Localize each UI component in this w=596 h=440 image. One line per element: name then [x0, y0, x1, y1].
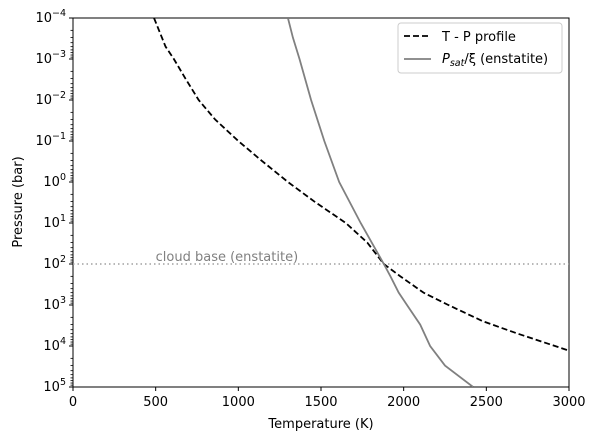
psat-enstatite-line	[287, 18, 474, 387]
legend-label-psat: Psat/ξ (enstatite)	[442, 52, 548, 69]
y-tick-label: 105	[43, 377, 66, 395]
y-tick-label: 10−4	[35, 8, 66, 26]
y-tick-label: 102	[43, 254, 66, 272]
y-tick-label: 10−2	[35, 90, 66, 108]
cloud-base-annotation: cloud base (enstatite)	[156, 250, 298, 265]
y-tick-label: 104	[43, 336, 66, 354]
x-tick-label: 1000	[222, 395, 255, 410]
y-tick-label: 10−3	[35, 49, 66, 67]
y-tick-label: 101	[43, 213, 66, 231]
tp-profile-line	[153, 18, 569, 352]
x-tick-label: 2000	[387, 395, 420, 410]
x-tick-label: 3000	[552, 395, 585, 410]
y-tick-label: 103	[43, 295, 66, 313]
y-tick-label: 10−1	[35, 131, 66, 149]
legend-box	[397, 22, 563, 74]
x-tick-label: 2500	[470, 395, 503, 410]
y-tick-label: 100	[43, 172, 66, 190]
series-layer: cloud base (enstatite)	[73, 18, 569, 387]
y-axis-title: Pressure (bar)	[11, 156, 26, 247]
x-tick-label: 500	[143, 395, 168, 410]
legend-label-tp: T - P profile	[441, 30, 516, 45]
x-tick-label: 0	[69, 395, 77, 410]
x-tick-label: 1500	[304, 395, 337, 410]
x-axis-title: Temperature (K)	[267, 417, 373, 432]
ticks-layer: 0 500 1000 1500 2000 2500 3000 10−4 10−3 10−2 10−1…	[35, 8, 585, 410]
legend: T - P profile Psat/ξ (enstatite)	[397, 22, 563, 74]
